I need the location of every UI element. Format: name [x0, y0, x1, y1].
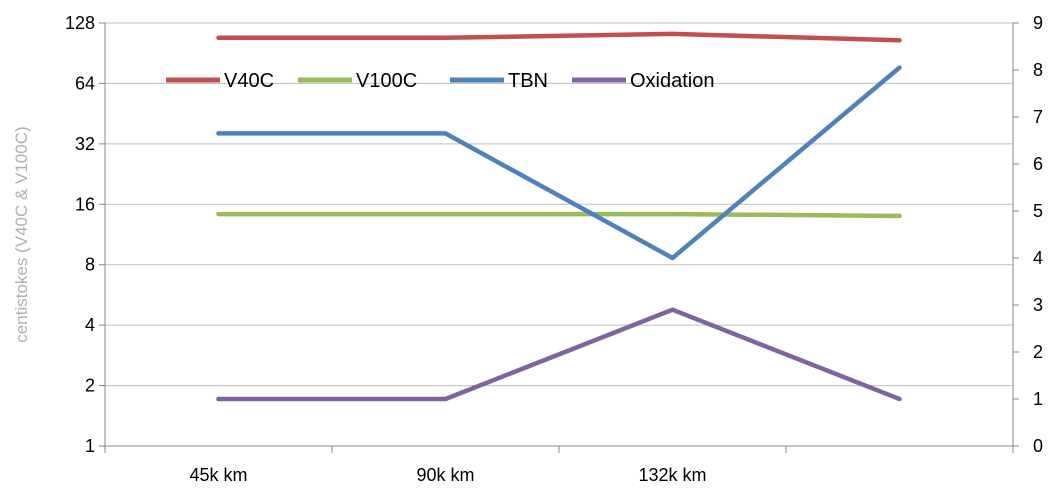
- right-tick-label: 5: [1033, 201, 1043, 221]
- gridlines: [105, 22, 1013, 387]
- right-tick-label: 8: [1033, 60, 1043, 80]
- right-tick-label: 0: [1033, 436, 1043, 456]
- left-axis-title: centistokes (V40C & V100C): [12, 126, 31, 342]
- right-tick-label: 1: [1033, 389, 1043, 409]
- legend-label: V40C: [224, 70, 274, 92]
- left-tick-label: 64: [75, 73, 95, 93]
- right-tick-label: 9: [1033, 13, 1043, 33]
- x-tick-label: 132k km: [638, 465, 706, 485]
- legend-label: TBN: [508, 70, 548, 92]
- series-line-v100c: [216, 211, 902, 219]
- left-tick-label: 8: [85, 255, 95, 275]
- legend-label: V100C: [356, 70, 417, 92]
- legend: V40C V100C TBN Oxidation: [166, 70, 715, 92]
- left-tick-label: 16: [75, 194, 95, 214]
- x-tick-label: 45k km: [189, 465, 247, 485]
- legend-label: Oxidation: [630, 70, 715, 92]
- right-tick-label: 4: [1033, 248, 1043, 268]
- left-tick-label: 32: [75, 134, 95, 154]
- series-line-tbn: [216, 65, 902, 261]
- right-tick-label: 3: [1033, 295, 1043, 315]
- left-tick-label: 4: [85, 315, 95, 335]
- left-tick-label: 2: [85, 376, 95, 396]
- series-lines: [216, 31, 902, 402]
- series-line-oxidation: [216, 307, 902, 402]
- right-tick-label: 2: [1033, 342, 1043, 362]
- right-tick-label: 7: [1033, 107, 1043, 127]
- series-line-v40c: [216, 31, 902, 43]
- left-tick-label: 128: [65, 13, 95, 33]
- left-tick-label: 1: [85, 436, 95, 456]
- axes: 1 2 4 8 16 32 64 128 0 1 2 3 4 5 6 7 8 9 45k km 90k km 132k …: [65, 13, 1043, 485]
- right-tick-label: 6: [1033, 154, 1043, 174]
- x-tick-label: 90k km: [416, 465, 474, 485]
